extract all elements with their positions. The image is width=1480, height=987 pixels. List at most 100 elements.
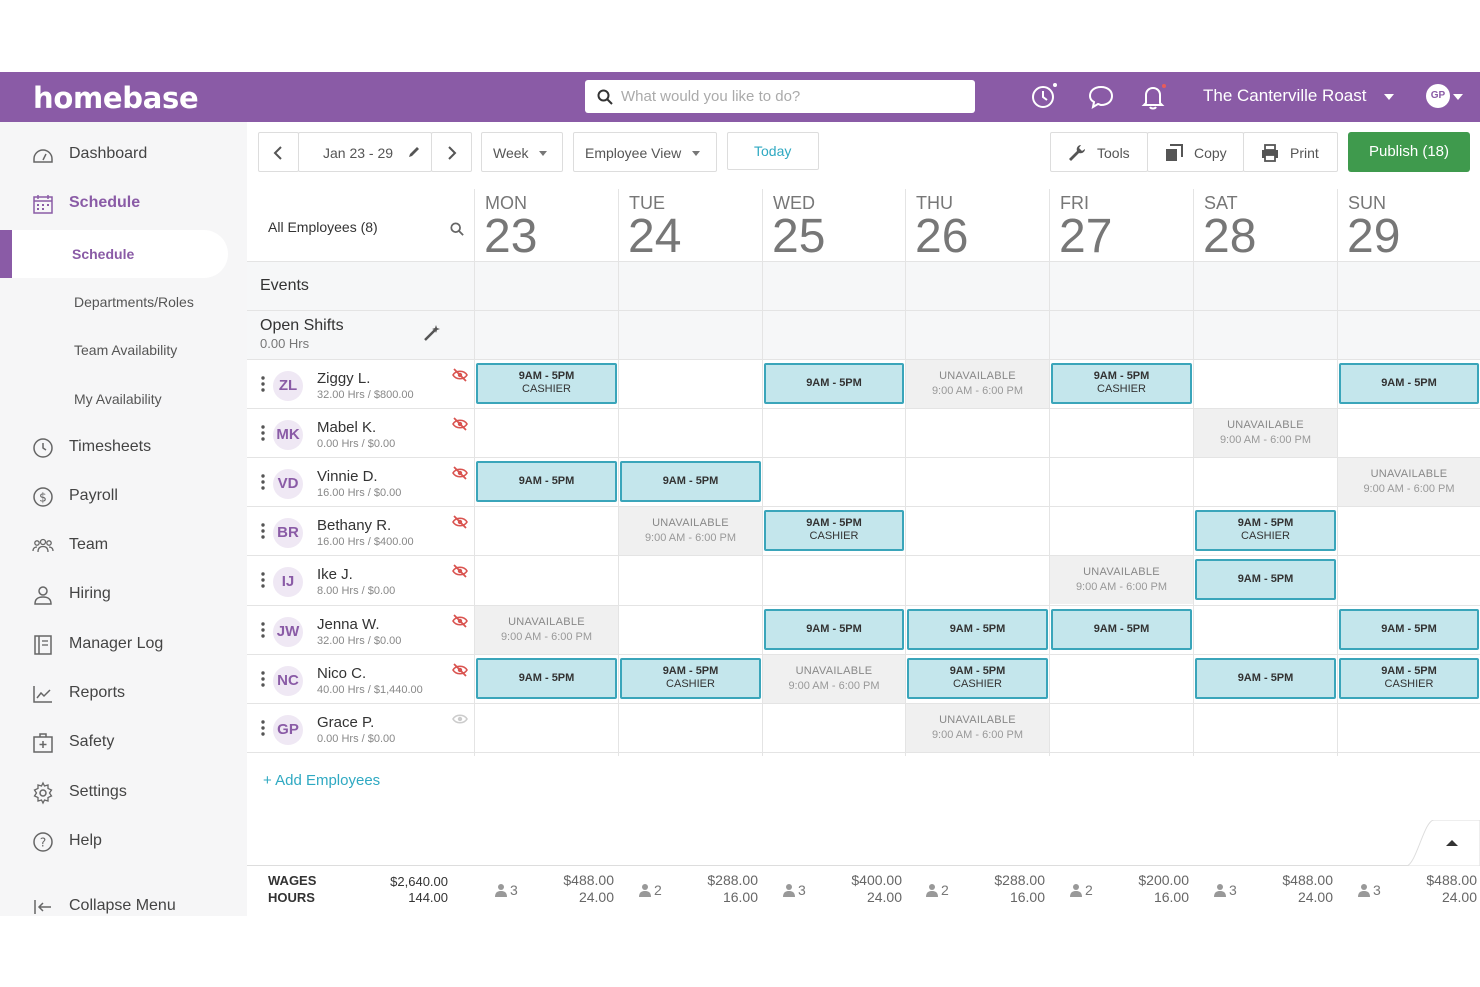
publish-button[interactable]: Publish (18) [1348,132,1470,172]
employee-name[interactable]: Mabel K. [317,419,377,436]
sidebar-item-timesheets[interactable]: Timesheets [0,427,247,467]
shift-block[interactable]: 9AM - 5PM CASHIER [1195,510,1336,551]
employee-row[interactable]: IJ Ike J. 8.00 Hrs / $0.00 [247,555,474,604]
sidebar-item-reports[interactable]: Reports [0,673,247,713]
search-icon[interactable] [450,222,464,236]
sidebar-item-safety[interactable]: Safety [0,722,247,762]
sidebar-subitem-schedule[interactable]: Schedule [0,230,228,278]
collapse-footer-tab[interactable] [1406,820,1480,866]
shift-block[interactable]: 9AM - 5PM [620,461,761,502]
logo[interactable]: homebase [33,81,199,115]
employee-avatar[interactable]: MK [273,420,303,450]
shift-block[interactable]: 9AM - 5PM CASHIER [764,510,904,551]
employee-avatar[interactable]: VD [273,469,303,499]
shift-block[interactable]: 9AM - 5PM [907,609,1048,650]
sidebar-subitem-departments-roles[interactable]: Departments/Roles [0,282,247,322]
employee-avatar[interactable]: IJ [273,567,303,597]
copy-button[interactable]: Copy [1147,132,1244,172]
eye-off-icon[interactable] [452,663,468,677]
eye-off-icon[interactable] [452,515,468,529]
employee-name[interactable]: Ike J. [317,566,353,583]
add-employees-link[interactable]: + Add Employees [263,772,381,789]
shift-block[interactable]: 9AM - 5PM [764,609,904,650]
sidebar-item-schedule[interactable]: Schedule [0,183,247,223]
tools-button[interactable]: Tools [1050,132,1148,172]
shift-block[interactable]: 9AM - 5PM CASHIER [620,658,761,699]
unavailable-block[interactable]: UNAVAILABLE 9:00 AM - 6:00 PM [906,704,1049,752]
drag-handle-icon[interactable] [261,670,265,688]
next-week-button[interactable] [431,132,472,172]
eye-off-icon[interactable] [452,368,468,382]
eye-off-icon[interactable] [452,614,468,628]
collapse-menu-button[interactable]: Collapse Menu [0,886,247,916]
employee-avatar[interactable]: JW [273,617,303,647]
drag-handle-icon[interactable] [261,424,265,442]
search-box[interactable] [585,80,975,113]
shift-block[interactable]: 9AM - 5PM CASHIER [1051,363,1192,404]
employee-row[interactable]: ZL Ziggy L. 32.00 Hrs / $800.00 [247,359,474,408]
shift-block[interactable]: 9AM - 5PM [764,363,904,404]
shift-block[interactable]: 9AM - 5PM [1195,559,1336,600]
employee-name[interactable]: Jenna W. [317,616,380,633]
unavailable-block[interactable]: UNAVAILABLE 9:00 AM - 6:00 PM [619,507,762,555]
drag-handle-icon[interactable] [261,473,265,491]
unavailable-block[interactable]: UNAVAILABLE 9:00 AM - 6:00 PM [763,655,905,703]
unavailable-block[interactable]: UNAVAILABLE 9:00 AM - 6:00 PM [1194,409,1337,457]
shift-block[interactable]: 9AM - 5PM [1195,658,1336,699]
employee-row[interactable]: JW Jenna W. 32.00 Hrs / $0.00 [247,605,474,654]
sidebar-subitem-my-availability[interactable]: My Availability [0,379,247,419]
employee-name[interactable]: Nico C. [317,665,367,682]
sidebar-item-payroll[interactable]: $ Payroll [0,476,247,516]
unavailable-block[interactable]: UNAVAILABLE 9:00 AM - 6:00 PM [1338,458,1480,506]
sidebar-item-dashboard[interactable]: Dashboard [0,134,247,174]
prev-week-button[interactable] [258,132,299,172]
search-input[interactable] [621,80,961,113]
bell-icon[interactable] [1139,83,1167,111]
eye-off-icon[interactable] [452,466,468,480]
drag-handle-icon[interactable] [261,375,265,393]
eye-icon[interactable] [452,712,468,726]
sidebar-item-team[interactable]: Team [0,525,247,565]
eye-off-icon[interactable] [452,417,468,431]
employee-name[interactable]: Ziggy L. [317,370,371,387]
all-employees-filter[interactable]: All Employees (8) [268,219,378,235]
employee-avatar[interactable]: NC [273,666,303,696]
unavailable-block[interactable]: UNAVAILABLE 9:00 AM - 6:00 PM [906,360,1049,408]
unavailable-block[interactable]: UNAVAILABLE 9:00 AM - 6:00 PM [475,606,618,654]
employee-row[interactable]: VD Vinnie D. 16.00 Hrs / $0.00 [247,457,474,506]
date-range-picker[interactable]: Jan 23 - 29 [298,132,432,172]
period-select[interactable]: Week [481,132,563,172]
sidebar-item-settings[interactable]: Settings [0,772,247,812]
chat-icon[interactable] [1087,83,1115,111]
shift-block[interactable]: 9AM - 5PM CASHIER [907,658,1048,699]
sidebar-subitem-team-availability[interactable]: Team Availability [0,330,247,370]
employee-name[interactable]: Bethany R. [317,517,392,534]
sidebar-item-manager-log[interactable]: Manager Log [0,624,247,664]
employee-avatar[interactable]: GP [273,715,303,745]
employee-row[interactable]: GP Grace P. 0.00 Hrs / $0.00 [247,703,474,752]
user-avatar[interactable]: GP [1426,84,1450,108]
drag-handle-icon[interactable] [261,621,265,639]
chevron-down-icon[interactable] [1384,94,1394,100]
view-select[interactable]: Employee View [573,132,717,172]
employee-row[interactable]: BR Bethany R. 16.00 Hrs / $400.00 [247,506,474,555]
sidebar-item-help[interactable]: ? Help [0,821,247,861]
shift-block[interactable]: 9AM - 5PM [1051,609,1192,650]
unavailable-block[interactable]: UNAVAILABLE 9:00 AM - 6:00 PM [1050,556,1193,604]
shift-block[interactable]: 9AM - 5PM CASHIER [1339,658,1479,699]
employee-name[interactable]: Vinnie D. [317,468,378,485]
shift-block[interactable]: 9AM - 5PM CASHIER [476,363,617,404]
employee-avatar[interactable]: BR [273,518,303,548]
shift-block[interactable]: 9AM - 5PM [1339,363,1479,404]
shift-block[interactable]: 9AM - 5PM [1339,609,1479,650]
shift-block[interactable]: 9AM - 5PM [476,658,617,699]
sidebar-item-hiring[interactable]: Hiring [0,574,247,614]
chevron-down-icon[interactable] [1453,94,1463,100]
employee-row[interactable]: MK Mabel K. 0.00 Hrs / $0.00 [247,408,474,457]
magic-wand-icon[interactable] [422,323,442,343]
drag-handle-icon[interactable] [261,522,265,540]
employee-avatar[interactable]: ZL [273,371,303,401]
clock-icon[interactable] [1030,83,1058,111]
eye-off-icon[interactable] [452,564,468,578]
employee-name[interactable]: Grace P. [317,714,375,731]
